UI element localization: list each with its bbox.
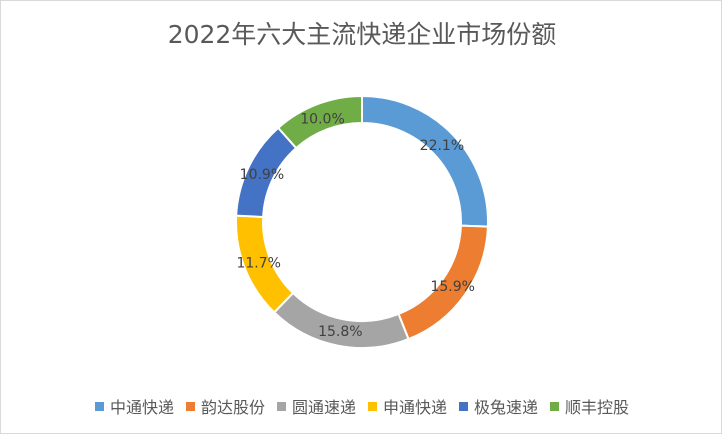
legend-label: 申通快递 [383, 398, 448, 417]
legend-swatch [185, 401, 195, 411]
legend-swatch [368, 401, 377, 411]
legend-item: 韵达股份 [185, 394, 265, 418]
legend-item: 顺丰控股 [550, 394, 629, 418]
data-label: 15.9% [430, 279, 474, 295]
legend-swatch [459, 401, 469, 411]
data-label: 15.8% [318, 324, 362, 340]
legend: 中通快递 韵达股份 圆通速递 申通快递 极兔速递 顺丰控股 [1, 394, 722, 418]
donut-slice [361, 94, 489, 228]
legend-label: 中通快递 [109, 398, 174, 417]
legend-label: 韵达股份 [200, 398, 265, 417]
data-label: 10.0% [300, 111, 344, 127]
legend-item: 中通快递 [94, 394, 174, 418]
legend-label: 圆通速递 [291, 398, 356, 417]
legend-label: 顺丰控股 [565, 398, 630, 417]
legend-swatch [94, 401, 104, 411]
legend-swatch [550, 401, 560, 411]
legend-label: 极兔速递 [474, 398, 539, 417]
legend-swatch [276, 401, 286, 411]
legend-item: 申通快递 [368, 394, 447, 418]
data-label: 11.7% [236, 256, 280, 272]
data-label: 22.1% [420, 138, 464, 154]
data-label: 10.9% [240, 167, 284, 183]
donut-slice [276, 94, 363, 150]
legend-item: 极兔速递 [459, 394, 538, 418]
legend-item: 圆通速递 [276, 394, 356, 418]
chart-title: 2022年六大主流快递企业市场份额 [167, 20, 557, 49]
